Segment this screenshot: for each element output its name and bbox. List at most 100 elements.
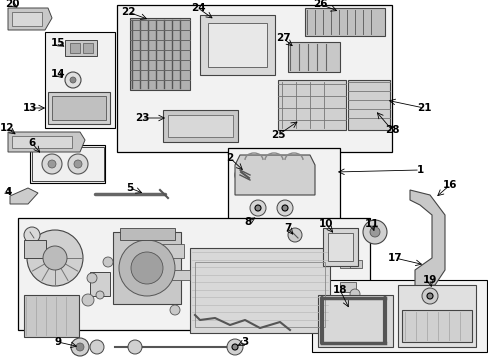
Bar [172,270,190,280]
Circle shape [369,227,379,237]
Text: 22: 22 [121,7,135,17]
Circle shape [282,205,287,211]
Bar [117,5,391,152]
Text: 7: 7 [284,223,291,233]
Bar [190,248,329,333]
Circle shape [42,154,62,174]
Bar [120,228,175,240]
Circle shape [87,273,97,283]
Circle shape [68,154,88,174]
Bar [168,115,232,137]
Bar [32,147,104,181]
Circle shape [231,344,238,350]
Bar [30,145,105,183]
Bar [347,80,389,130]
Bar [24,295,79,337]
Polygon shape [8,132,85,152]
Circle shape [426,293,432,299]
Bar [305,8,384,36]
Text: 4: 4 [4,187,12,197]
Bar [200,15,274,75]
Circle shape [43,246,67,270]
Text: 14: 14 [51,69,65,79]
Bar [65,40,97,56]
Circle shape [96,291,104,299]
Text: 23: 23 [135,113,149,123]
Bar [70,43,80,53]
Bar [45,32,115,128]
Bar [48,92,110,124]
Bar [227,148,339,220]
Circle shape [71,338,89,356]
Bar [339,258,355,268]
Text: 25: 25 [270,130,285,140]
Bar [195,262,325,327]
Text: 28: 28 [384,125,398,135]
Text: 27: 27 [275,33,290,43]
Text: 8: 8 [244,217,251,227]
Bar [130,18,190,90]
Bar [401,310,471,342]
Text: 15: 15 [51,38,65,48]
Circle shape [235,165,254,185]
Bar [163,110,238,142]
Bar [113,232,181,304]
Bar [287,42,339,72]
Bar [207,23,266,67]
Text: 1: 1 [415,165,423,175]
Text: 19: 19 [422,275,436,285]
Polygon shape [235,155,314,195]
Circle shape [76,343,84,351]
Bar [323,228,357,266]
Bar [317,295,392,347]
Text: 16: 16 [442,180,456,190]
Bar [397,285,475,347]
Circle shape [226,339,243,355]
Bar [52,96,106,120]
Polygon shape [409,190,444,288]
Circle shape [128,340,142,354]
Circle shape [65,72,81,88]
Polygon shape [10,188,38,204]
Text: 9: 9 [54,337,61,347]
Bar [339,282,355,292]
Circle shape [119,240,175,296]
Circle shape [421,288,437,304]
Bar [12,12,42,26]
Bar [278,80,346,130]
Circle shape [349,289,359,299]
Circle shape [170,305,180,315]
Text: 12: 12 [0,123,14,133]
Circle shape [287,228,302,242]
Text: 17: 17 [387,253,402,263]
Circle shape [90,340,104,354]
Bar [327,233,352,261]
Text: 26: 26 [312,0,326,9]
Text: 2: 2 [226,153,233,163]
Circle shape [103,257,113,267]
Polygon shape [8,8,52,30]
Text: 3: 3 [241,337,248,347]
Circle shape [27,230,83,286]
Circle shape [82,294,94,306]
Text: 10: 10 [318,219,332,229]
Bar [311,280,486,352]
Text: 24: 24 [190,3,205,13]
Text: 21: 21 [416,103,430,113]
Circle shape [74,160,82,168]
Text: 6: 6 [28,138,36,148]
Bar [24,240,46,258]
Text: 11: 11 [364,219,379,229]
Bar [162,244,183,258]
Text: 18: 18 [332,285,346,295]
Circle shape [48,160,56,168]
Text: 5: 5 [126,183,133,193]
Circle shape [362,220,386,244]
Text: 20: 20 [5,0,19,9]
Circle shape [276,200,292,216]
Circle shape [70,77,76,83]
Bar [90,272,110,296]
Bar [12,136,72,148]
Circle shape [249,200,265,216]
Bar [18,218,369,330]
